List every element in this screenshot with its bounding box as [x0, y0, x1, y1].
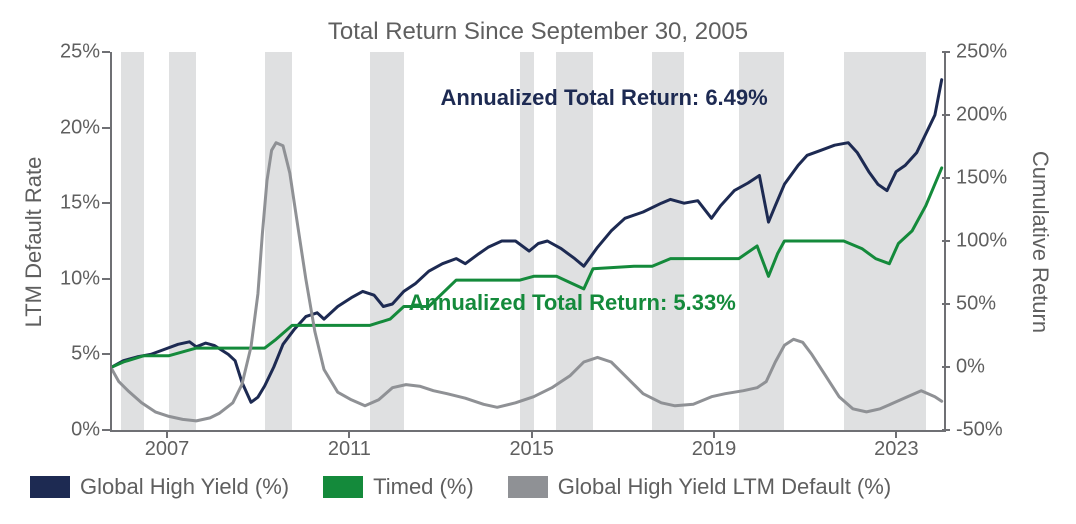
x-tickmark	[348, 430, 350, 438]
y-left-tickmark	[102, 202, 110, 204]
y-right-tick-label: 150%	[946, 167, 1007, 190]
y-left-tickmark	[102, 353, 110, 355]
legend-item: Global High Yield LTM Default (%)	[508, 474, 891, 500]
x-tickmark	[166, 430, 168, 438]
y-right-tickmark	[942, 51, 950, 53]
plot-frame: LTM Default Rate Cumulative Return 0%5%1…	[110, 52, 946, 432]
annotation-label: Annualized Total Return: 6.49%	[441, 85, 768, 111]
y-right-tickmark	[942, 114, 950, 116]
y-left-tickmark	[102, 127, 110, 129]
y-right-tickmark	[942, 177, 950, 179]
y-right-tick-label: 200%	[946, 104, 1007, 127]
legend-label: Timed (%)	[373, 474, 474, 500]
y-axis-left-label: LTM Default Rate	[21, 157, 47, 328]
series-line	[112, 143, 942, 421]
x-tickmark	[895, 430, 897, 438]
legend-swatch	[30, 476, 70, 498]
y-right-tick-label: 50%	[946, 293, 996, 316]
y-axis-right-label: Cumulative Return	[1027, 151, 1053, 333]
y-right-tickmark	[942, 429, 950, 431]
series-line	[112, 168, 942, 367]
y-right-tick-label: 0%	[946, 356, 985, 379]
chart-container: Total Return Since September 30, 2005 LT…	[0, 0, 1076, 524]
x-tickmark	[713, 430, 715, 438]
legend-swatch	[508, 476, 548, 498]
x-tickmark	[531, 430, 533, 438]
chart-title: Total Return Since September 30, 2005	[22, 18, 1054, 46]
legend-item: Global High Yield (%)	[30, 474, 289, 500]
y-left-tickmark	[102, 278, 110, 280]
legend-label: Global High Yield (%)	[80, 474, 289, 500]
y-right-tick-label: 250%	[946, 41, 1007, 64]
legend-label: Global High Yield LTM Default (%)	[558, 474, 891, 500]
legend-item: Timed (%)	[323, 474, 474, 500]
y-left-tickmark	[102, 429, 110, 431]
annotation-label: Annualized Total Return: 5.33%	[409, 290, 736, 316]
legend-swatch	[323, 476, 363, 498]
legend: Global High Yield (%) Timed (%) Global Hig…	[30, 474, 1054, 500]
y-right-tick-label: -50%	[946, 419, 1003, 442]
y-left-tickmark	[102, 51, 110, 53]
y-right-tickmark	[942, 366, 950, 368]
y-right-tick-label: 100%	[946, 230, 1007, 253]
y-right-tickmark	[942, 240, 950, 242]
y-right-tickmark	[942, 303, 950, 305]
